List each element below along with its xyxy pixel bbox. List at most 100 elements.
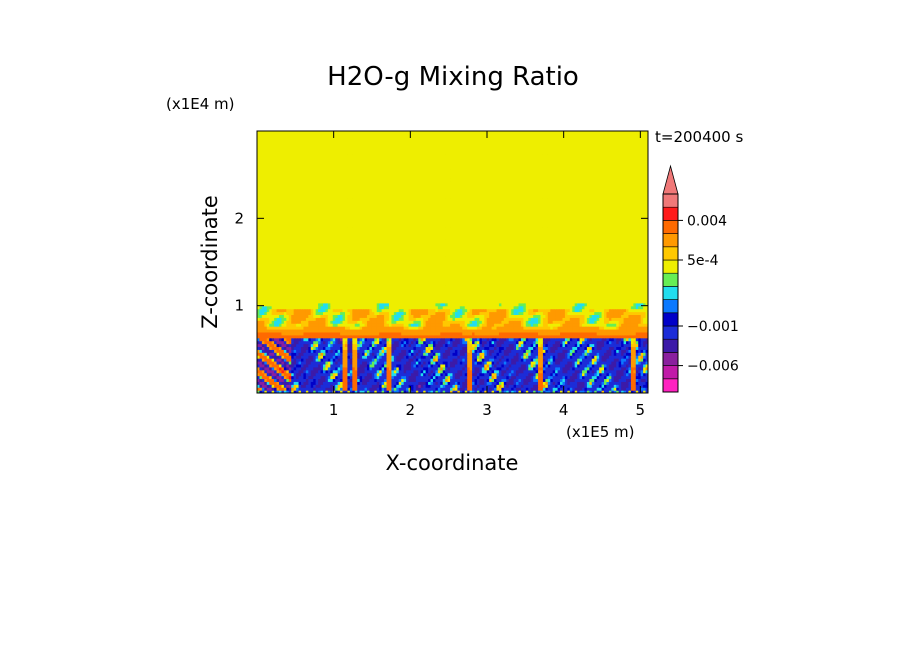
heatmap-cell xyxy=(557,378,561,382)
heatmap-cell xyxy=(442,378,446,382)
heatmap-cell xyxy=(340,378,344,382)
heatmap-cell xyxy=(618,387,622,391)
heatmap-cell xyxy=(555,375,559,380)
heatmap-cell xyxy=(430,372,434,377)
heatmap-cell xyxy=(626,390,630,393)
heatmap-cell xyxy=(274,372,278,377)
heatmap-cell xyxy=(418,381,422,385)
heatmap-cell xyxy=(340,375,344,380)
heatmap-cell xyxy=(266,369,270,374)
heatmap-cell xyxy=(479,378,483,382)
heatmap-cell xyxy=(550,387,554,391)
heatmap-cell xyxy=(533,372,537,377)
heatmap-cell xyxy=(398,387,402,391)
heatmap-cell xyxy=(567,390,571,393)
heatmap-cell xyxy=(542,390,546,393)
heatmap-cell xyxy=(503,378,507,382)
heatmap-cell xyxy=(476,387,480,391)
heatmap-cell xyxy=(379,378,383,382)
heatmap-cell xyxy=(459,378,463,382)
heatmap-cell xyxy=(269,390,273,393)
heatmap-cell xyxy=(308,381,312,385)
heatmap-cell xyxy=(381,378,385,382)
heatmap-cell xyxy=(428,381,432,385)
heatmap-cell xyxy=(305,375,309,380)
heatmap-cell xyxy=(574,372,578,377)
heatmap-cell xyxy=(293,381,297,385)
heatmap-cell xyxy=(403,378,407,382)
heatmap-cell xyxy=(374,390,378,393)
heatmap-cell xyxy=(325,378,329,382)
heatmap-cell xyxy=(364,378,368,382)
heatmap-cell xyxy=(528,372,532,377)
heatmap-cell xyxy=(423,375,427,380)
heatmap-cell xyxy=(259,381,263,385)
heatmap-cell xyxy=(472,384,476,388)
heatmap-cell xyxy=(310,390,314,393)
heatmap-cell xyxy=(327,378,331,382)
heatmap-cell xyxy=(464,384,468,388)
heatmap-cell xyxy=(621,384,625,388)
heatmap-cell xyxy=(315,387,319,391)
heatmap-cell xyxy=(437,387,441,391)
heatmap-cell xyxy=(452,372,456,377)
heatmap-cell xyxy=(286,381,290,385)
heatmap-cell xyxy=(359,378,363,382)
heatmap-cell xyxy=(406,378,410,382)
heatmap-cell xyxy=(555,381,559,385)
heatmap-cell xyxy=(406,390,410,393)
heatmap-cell xyxy=(374,378,378,382)
heatmap-cell xyxy=(259,378,263,382)
heatmap-cell xyxy=(386,378,390,382)
heatmap-cell xyxy=(325,390,329,393)
heatmap-cell xyxy=(613,384,617,388)
heatmap-cell xyxy=(540,372,544,377)
heatmap-cell xyxy=(364,381,368,385)
heatmap-cell xyxy=(574,381,578,385)
heatmap-cell xyxy=(413,378,417,382)
heatmap-cell xyxy=(281,390,285,393)
heatmap-cell xyxy=(266,384,270,388)
heatmap-cell xyxy=(589,372,593,377)
heatmap-cell xyxy=(454,381,458,385)
heatmap-cell xyxy=(516,375,520,380)
heatmap-cell xyxy=(496,378,500,382)
heatmap-cell xyxy=(423,384,427,388)
heatmap-cell xyxy=(611,381,615,385)
heatmap-cell xyxy=(564,375,568,380)
heatmap-cell xyxy=(616,381,620,385)
heatmap-cell xyxy=(435,372,439,377)
heatmap-cell xyxy=(305,390,309,393)
heatmap-cell xyxy=(584,390,588,393)
heatmap-cell xyxy=(435,384,439,388)
heatmap-cell xyxy=(523,378,527,382)
heatmap-cell xyxy=(564,372,568,377)
heatmap-cell xyxy=(428,378,432,382)
heatmap-cell xyxy=(425,375,429,380)
heatmap-cell xyxy=(613,372,617,377)
heatmap-cell xyxy=(371,375,375,380)
heatmap-cell xyxy=(418,390,422,393)
heatmap-cell xyxy=(645,384,648,388)
heatmap-cell xyxy=(562,375,566,380)
heatmap-cell xyxy=(513,387,517,391)
heatmap-cell xyxy=(347,381,351,385)
heatmap-cell xyxy=(286,375,290,380)
heatmap-cell xyxy=(401,390,405,393)
heatmap-cell xyxy=(393,384,397,388)
heatmap-cell xyxy=(467,372,471,377)
heatmap-cell xyxy=(264,369,268,374)
heatmap-cell xyxy=(450,384,454,388)
heatmap-cell xyxy=(645,375,648,380)
heatmap-cell xyxy=(545,375,549,380)
heatmap-cell xyxy=(511,372,515,377)
heatmap-cell xyxy=(611,390,615,393)
heatmap-cell xyxy=(582,384,586,388)
heatmap-cell xyxy=(528,375,532,380)
heatmap-cell xyxy=(408,375,412,380)
heatmap-cell xyxy=(467,375,471,380)
time-label: t=200400 s xyxy=(655,128,743,146)
heatmap-cell xyxy=(476,384,480,388)
heatmap-cell xyxy=(430,387,434,391)
heatmap-cell xyxy=(498,384,502,388)
